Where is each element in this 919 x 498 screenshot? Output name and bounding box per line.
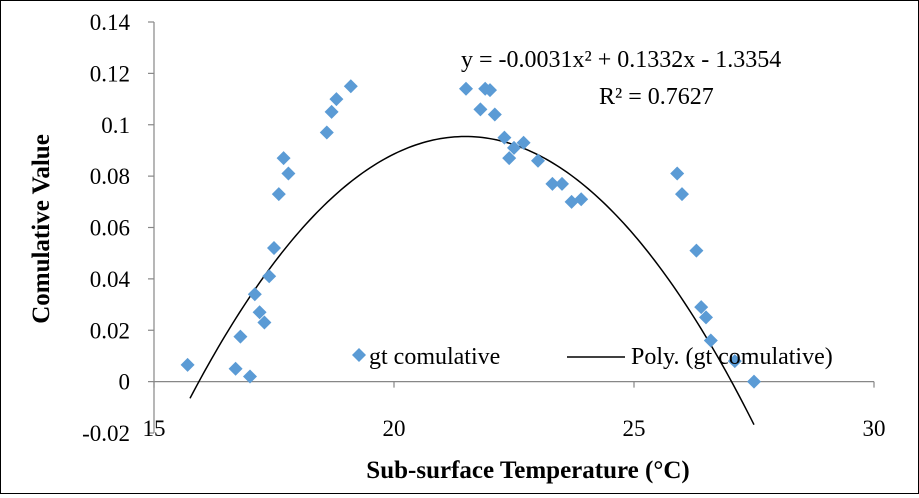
- legend: gt comulative Poly. (gt comulative): [352, 344, 833, 370]
- data-point: [703, 333, 718, 348]
- trendline-equation: y = -0.0031x² + 0.1332x - 1.3354: [461, 47, 781, 73]
- y-tick-label: 0.12: [90, 61, 130, 86]
- y-tick-label: 0.04: [90, 267, 131, 292]
- data-point: [487, 107, 502, 122]
- data-point: [507, 140, 521, 155]
- axes: [148, 21, 875, 434]
- data-point: [319, 125, 334, 140]
- tick-labels: -0.02 0 0.02 0.04 0.06 0.08 0.1 0.12 0.14 15 20 25 3…: [82, 10, 885, 446]
- data-point: [564, 194, 579, 209]
- data-point: [555, 176, 569, 191]
- data-point: [324, 104, 339, 119]
- y-tick-label: 0.02: [90, 318, 130, 343]
- data-point: [252, 305, 267, 320]
- data-point: [502, 151, 517, 166]
- x-tick-label: 25: [623, 416, 646, 441]
- x-tick-label: 15: [143, 416, 166, 441]
- data-point: [262, 269, 277, 284]
- x-tick-label: 30: [863, 416, 886, 441]
- data-point: [497, 130, 512, 145]
- data-point: [516, 135, 531, 150]
- data-point: [459, 81, 473, 96]
- y-axis-title: Comulative Value: [28, 134, 55, 324]
- data-point: [276, 151, 291, 166]
- y-tick-label: 0.08: [90, 164, 130, 189]
- data-point: [483, 83, 497, 98]
- y-tick-label: 0: [119, 370, 131, 395]
- legend-marker-diamond: [352, 348, 366, 362]
- data-point: [747, 374, 761, 389]
- data-points: [180, 79, 761, 389]
- data-point: [727, 354, 742, 369]
- y-tick-label: 0.06: [90, 216, 130, 241]
- data-point: [247, 287, 262, 302]
- data-point: [574, 192, 589, 207]
- data-point: [343, 79, 358, 94]
- data-point: [243, 369, 257, 384]
- data-point: [694, 300, 709, 315]
- legend-label-scatter: gt comulative: [369, 344, 500, 370]
- data-point: [670, 166, 685, 181]
- data-point: [228, 361, 243, 376]
- data-point: [531, 153, 545, 168]
- r-squared-label: R² = 0.7627: [599, 84, 714, 110]
- data-point: [329, 92, 344, 107]
- data-point: [180, 357, 195, 372]
- data-point: [267, 241, 281, 256]
- data-point: [675, 187, 689, 202]
- data-point: [689, 243, 704, 258]
- data-point: [257, 315, 272, 330]
- data-point: [699, 310, 713, 325]
- x-axis-title: Sub-surface Temperature (°C): [366, 457, 689, 484]
- x-tick-label: 20: [383, 416, 406, 441]
- data-point: [233, 329, 248, 344]
- y-tick-label: -0.02: [82, 421, 130, 446]
- data-point: [545, 176, 560, 191]
- legend-label-trendline: Poly. (gt comulative): [631, 344, 833, 370]
- data-point: [271, 187, 286, 202]
- trendline: [189, 135, 755, 426]
- y-tick-label: 0.1: [101, 113, 130, 138]
- data-point: [473, 102, 488, 117]
- y-tick-label: 0.14: [90, 10, 131, 35]
- data-point: [281, 166, 296, 181]
